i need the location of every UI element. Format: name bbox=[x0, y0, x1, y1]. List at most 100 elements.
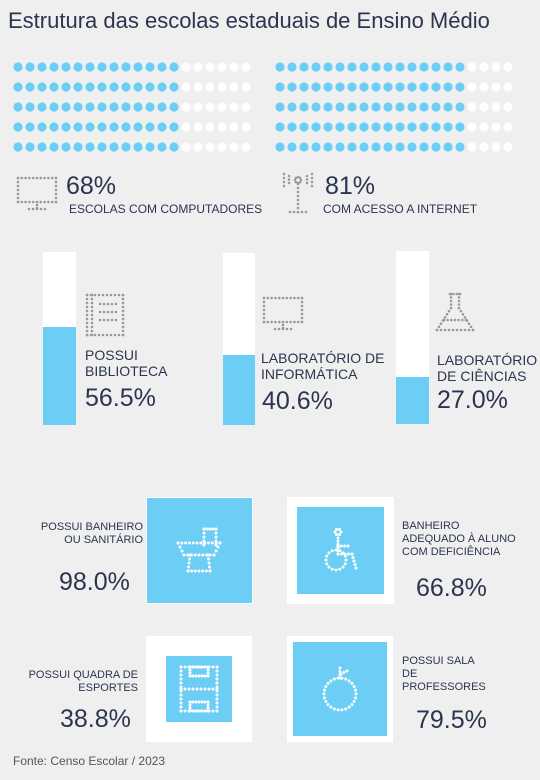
grid-dot bbox=[241, 142, 251, 152]
grid-dot bbox=[455, 82, 465, 92]
grid-dot bbox=[347, 82, 357, 92]
grid-dot bbox=[217, 122, 227, 132]
grid-dot bbox=[311, 122, 321, 132]
grid-dot bbox=[73, 102, 83, 112]
grid-dot bbox=[145, 122, 155, 132]
accessible-toilet-percent: 66.8% bbox=[416, 574, 487, 602]
grid-dot bbox=[205, 82, 215, 92]
grid-dot bbox=[359, 62, 369, 72]
grid-dot bbox=[73, 62, 83, 72]
computers-dot-grid bbox=[13, 62, 258, 152]
grid-dot bbox=[109, 142, 119, 152]
grid-dot bbox=[359, 82, 369, 92]
grid-dot bbox=[275, 122, 285, 132]
wheelchair-icon bbox=[316, 526, 366, 581]
grid-dot bbox=[287, 122, 297, 132]
grid-dot bbox=[109, 122, 119, 132]
grid-dot bbox=[467, 62, 477, 72]
grid-dot bbox=[97, 82, 107, 92]
internet-label: COM ACESSO A INTERNET bbox=[323, 202, 478, 216]
grid-dot bbox=[275, 62, 285, 72]
grid-dot bbox=[229, 142, 239, 152]
toilet-box bbox=[146, 497, 253, 604]
teachers-room-box-fill bbox=[292, 641, 388, 737]
grid-dot bbox=[13, 62, 23, 72]
grid-dot bbox=[299, 142, 309, 152]
grid-dot bbox=[335, 122, 345, 132]
computer-lab-percent: 40.6% bbox=[262, 387, 333, 415]
grid-dot bbox=[395, 102, 405, 112]
grid-dot bbox=[347, 102, 357, 112]
grid-dot bbox=[181, 62, 191, 72]
grid-dot bbox=[383, 62, 393, 72]
grid-dot bbox=[335, 142, 345, 152]
grid-dot bbox=[347, 122, 357, 132]
grid-dot bbox=[241, 62, 251, 72]
grid-dot bbox=[205, 102, 215, 112]
grid-dot bbox=[287, 102, 297, 112]
grid-dot bbox=[275, 142, 285, 152]
grid-dot bbox=[455, 122, 465, 132]
grid-dot bbox=[491, 62, 501, 72]
grid-dot bbox=[133, 142, 143, 152]
grid-dot bbox=[145, 142, 155, 152]
computers-label: ESCOLAS COM COMPUTADORES bbox=[69, 202, 263, 216]
grid-dot bbox=[217, 102, 227, 112]
grid-dot bbox=[467, 82, 477, 92]
grid-dot bbox=[85, 62, 95, 72]
grid-dot bbox=[431, 62, 441, 72]
grid-dot bbox=[335, 82, 345, 92]
grid-dot bbox=[133, 102, 143, 112]
grid-dot bbox=[467, 102, 477, 112]
grid-dot bbox=[61, 102, 71, 112]
grid-dot bbox=[37, 102, 47, 112]
grid-dot bbox=[169, 122, 179, 132]
grid-dot bbox=[479, 102, 489, 112]
grid-dot bbox=[419, 62, 429, 72]
teachers-room-percent: 79.5% bbox=[416, 706, 487, 734]
grid-dot bbox=[193, 122, 203, 132]
science-lab-label: LABORATÓRIO DE CIÊNCIAS bbox=[437, 352, 538, 384]
grid-dot bbox=[49, 82, 59, 92]
teachers-room-label: POSSUI SALA DE PROFESSORES bbox=[402, 655, 486, 693]
teachers-room-box bbox=[287, 636, 393, 742]
grid-dot bbox=[431, 102, 441, 112]
grid-dot bbox=[241, 122, 251, 132]
grid-dot bbox=[145, 62, 155, 72]
court-icon bbox=[178, 664, 222, 719]
grid-dot bbox=[205, 142, 215, 152]
grid-dot bbox=[287, 62, 297, 72]
grid-dot bbox=[335, 102, 345, 112]
grid-dot bbox=[145, 102, 155, 112]
grid-dot bbox=[371, 122, 381, 132]
grid-dot bbox=[371, 142, 381, 152]
grid-dot bbox=[169, 82, 179, 92]
grid-dot bbox=[109, 62, 119, 72]
grid-dot bbox=[229, 122, 239, 132]
grid-dot bbox=[311, 62, 321, 72]
grid-dot bbox=[109, 102, 119, 112]
grid-dot bbox=[395, 62, 405, 72]
grid-dot bbox=[491, 102, 501, 112]
grid-dot bbox=[443, 62, 453, 72]
grid-dot bbox=[383, 102, 393, 112]
grid-dot bbox=[347, 142, 357, 152]
grid-dot bbox=[299, 62, 309, 72]
grid-dot bbox=[229, 82, 239, 92]
grid-dot bbox=[25, 142, 35, 152]
library-bar-fill bbox=[43, 327, 76, 425]
grid-dot bbox=[25, 122, 35, 132]
sports-court-box bbox=[146, 636, 252, 742]
grid-dot bbox=[395, 122, 405, 132]
grid-dot bbox=[443, 102, 453, 112]
grid-dot bbox=[13, 142, 23, 152]
grid-dot bbox=[419, 142, 429, 152]
toilet-box-fill bbox=[146, 497, 253, 604]
grid-dot bbox=[13, 102, 23, 112]
antenna-icon bbox=[280, 170, 316, 219]
source-footer: Fonte: Censo Escolar / 2023 bbox=[13, 754, 166, 768]
grid-dot bbox=[133, 82, 143, 92]
grid-dot bbox=[205, 62, 215, 72]
computer-lab-label: LABORATÓRIO DE INFORMÁTICA bbox=[261, 350, 385, 382]
flask-icon bbox=[434, 290, 476, 341]
